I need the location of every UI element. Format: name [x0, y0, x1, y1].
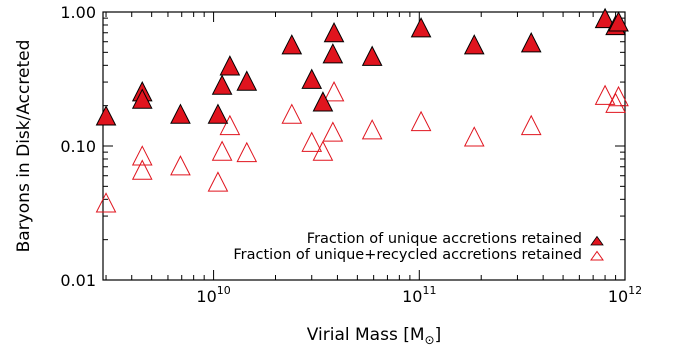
filled-triangle-point — [170, 103, 191, 124]
open-triangle-point — [410, 110, 432, 132]
x-axis-ticks: 1010 1011 1012 — [105, 12, 642, 306]
legend-entry-recycled: Fraction of unique+recycled accretions r… — [233, 247, 604, 263]
legend-label-recycled: Fraction of unique+recycled accretions r… — [233, 247, 582, 263]
open-triangle-point — [219, 114, 241, 136]
open-triangle-point — [281, 103, 303, 124]
open-triangle-point — [211, 140, 233, 161]
filled-triangle-point — [211, 74, 233, 95]
filled-triangle-point — [131, 88, 153, 109]
y-axis-ticks: 0.01 0.10 1.00 — [60, 3, 625, 290]
filled-triangle-point — [594, 7, 616, 29]
filled-triangle-point — [410, 17, 432, 38]
filled-triangle-point — [323, 21, 345, 43]
open-triangle-point — [322, 121, 344, 142]
filled-triangle-point — [281, 34, 303, 55]
open-triangle-point — [95, 192, 117, 213]
open-triangle-point — [131, 145, 153, 166]
open-triangle-point — [605, 92, 626, 113]
legend-label-unique: Fraction of unique accretions retained — [307, 231, 582, 247]
plot-area: 1010 1011 1012 0.01 0.10 1.00 — [60, 3, 642, 306]
x-tick-label: 1012 — [608, 284, 642, 306]
open-triangle-point — [312, 140, 334, 161]
open-triangle-point — [594, 84, 616, 105]
legend: Fraction of unique accretions retained F… — [233, 231, 604, 263]
filled-triangle-point — [608, 11, 629, 32]
open-triangle-point — [608, 85, 629, 107]
sun-symbol: ⊙ — [425, 333, 435, 347]
filled-triangle-point — [219, 55, 241, 76]
y-tick-label: 0.01 — [60, 271, 96, 290]
x-axis-label-main: Virial Mass [M — [307, 325, 425, 345]
filled-triangle-point — [236, 70, 258, 91]
filled-triangle-point — [312, 91, 334, 112]
x-axis-label: Virial Mass [M⊙] — [307, 325, 441, 347]
x-axis-label-close: ] — [435, 325, 442, 345]
filled-triangle-point — [301, 68, 323, 89]
y-tick-label: 1.00 — [60, 3, 96, 22]
x-tick-label: 1011 — [402, 284, 436, 306]
open-triangle-point — [463, 126, 485, 147]
open-triangle-point — [323, 81, 345, 102]
open-triangle-point — [361, 119, 383, 140]
filled-triangle-point — [95, 105, 117, 126]
open-triangle-point — [236, 141, 258, 163]
open-triangle-point — [520, 114, 542, 136]
open-triangle-point — [131, 159, 153, 180]
legend-entry-unique: Fraction of unique accretions retained — [307, 231, 604, 247]
filled-triangle-point — [520, 32, 542, 53]
y-tick-label: 0.10 — [60, 137, 96, 156]
data-points — [95, 7, 629, 213]
open-triangle-point — [301, 131, 323, 152]
y-axis-label: Baryons in Disk/Accreted — [14, 40, 34, 253]
open-triangle-point — [170, 155, 191, 176]
open-triangle-point — [207, 171, 229, 192]
filled-triangle-point — [361, 45, 383, 66]
x-tick-label: 1010 — [196, 284, 230, 306]
filled-triangle-point — [207, 103, 229, 124]
filled-triangle-point — [463, 34, 485, 55]
legend-open-triangle-icon — [590, 250, 604, 261]
legend-filled-triangle-icon — [590, 235, 604, 246]
filled-triangle-point — [322, 43, 344, 64]
